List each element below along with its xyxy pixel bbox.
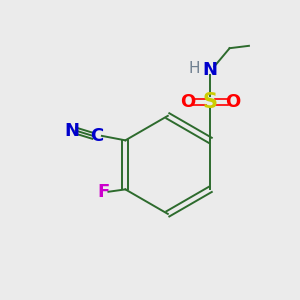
Text: S: S bbox=[203, 92, 218, 112]
Text: F: F bbox=[97, 183, 109, 201]
Text: C: C bbox=[91, 127, 104, 145]
Text: O: O bbox=[180, 93, 196, 111]
Text: N: N bbox=[203, 61, 218, 80]
Text: H: H bbox=[188, 61, 200, 76]
Text: O: O bbox=[225, 93, 240, 111]
Text: N: N bbox=[64, 122, 80, 140]
